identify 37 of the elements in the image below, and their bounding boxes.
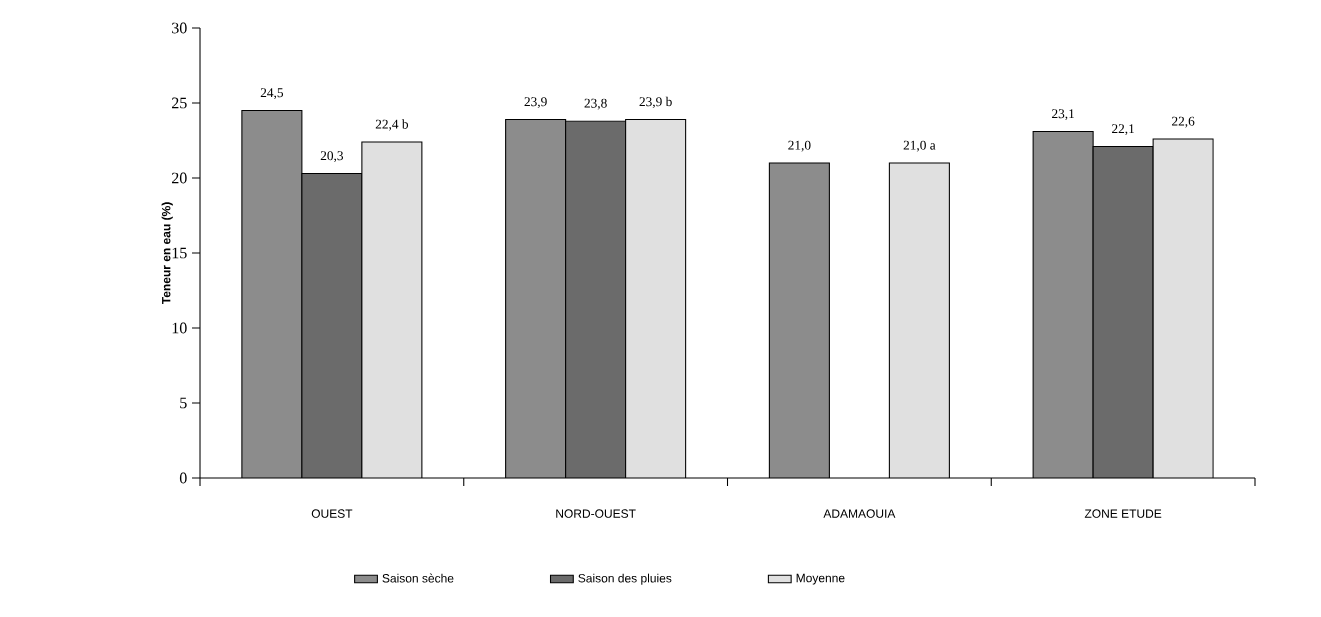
bar	[888, 162, 950, 478]
data-label: 23,1	[1052, 109, 1074, 121]
y-axis-title: Teneur en eau (%)	[161, 202, 173, 305]
bar	[565, 120, 627, 478]
bar	[361, 141, 423, 478]
data-label: 21,0	[788, 140, 811, 152]
data-label: 24,5	[260, 88, 284, 100]
data-label: 23,9 b	[639, 96, 672, 109]
bar	[505, 118, 567, 478]
y-tick-label: 0	[179, 472, 187, 484]
bar	[625, 118, 687, 478]
bar	[768, 162, 830, 478]
y-tick-label: 10	[172, 322, 187, 334]
data-label: 23,9	[524, 97, 547, 109]
y-tick-label: 25	[172, 97, 187, 109]
x-tick-label: NORD-OUEST	[556, 509, 636, 518]
data-label: 22,4 b	[375, 119, 409, 131]
x-tick-label: OUEST	[311, 509, 353, 518]
bar	[1152, 138, 1214, 478]
bar	[301, 172, 363, 478]
bar	[241, 109, 303, 478]
y-tick-label: 15	[172, 247, 187, 259]
legend-label: Moyenne	[796, 573, 845, 585]
legend-label: Saison des pluies	[578, 573, 672, 585]
data-label: 22,1	[1112, 124, 1134, 136]
data-label: 20,3	[320, 151, 344, 163]
data-label: 21,0 a	[903, 140, 936, 152]
legend-label: Saison sèche	[382, 573, 454, 583]
bar	[1092, 145, 1154, 478]
y-tick-label: 5	[180, 397, 187, 409]
y-tick-label: 20	[172, 172, 187, 184]
x-tick-label: ZONE ETUDE	[1084, 509, 1162, 518]
data-label: 22,6	[1172, 116, 1195, 128]
bar	[1032, 130, 1094, 478]
x-tick-label: ADAMAOUIA	[823, 509, 896, 518]
y-tick-label: 30	[172, 22, 187, 34]
data-label: 23,8	[584, 98, 607, 110]
